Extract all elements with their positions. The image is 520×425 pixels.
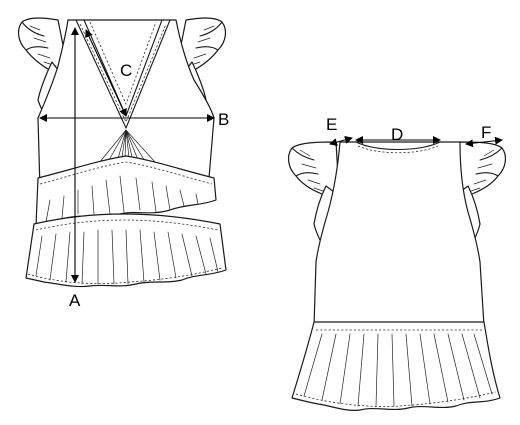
back-bodice [313, 141, 485, 327]
measure-line-e [329, 135, 353, 147]
back-left-sleeve [287, 141, 339, 243]
front-ruffle-lower [25, 213, 227, 288]
measure-line-c [85, 29, 127, 117]
label-c: C [120, 61, 132, 80]
label-f: F [481, 123, 491, 142]
back-view: D E F [287, 115, 507, 411]
front-view: A B C [17, 17, 229, 310]
label-d: D [391, 125, 403, 144]
label-e: E [326, 115, 337, 134]
back-peplum [291, 321, 501, 411]
label-b: B [218, 110, 229, 129]
back-neckline [355, 141, 441, 151]
label-a: A [69, 291, 81, 310]
measure-line-f [465, 136, 503, 148]
